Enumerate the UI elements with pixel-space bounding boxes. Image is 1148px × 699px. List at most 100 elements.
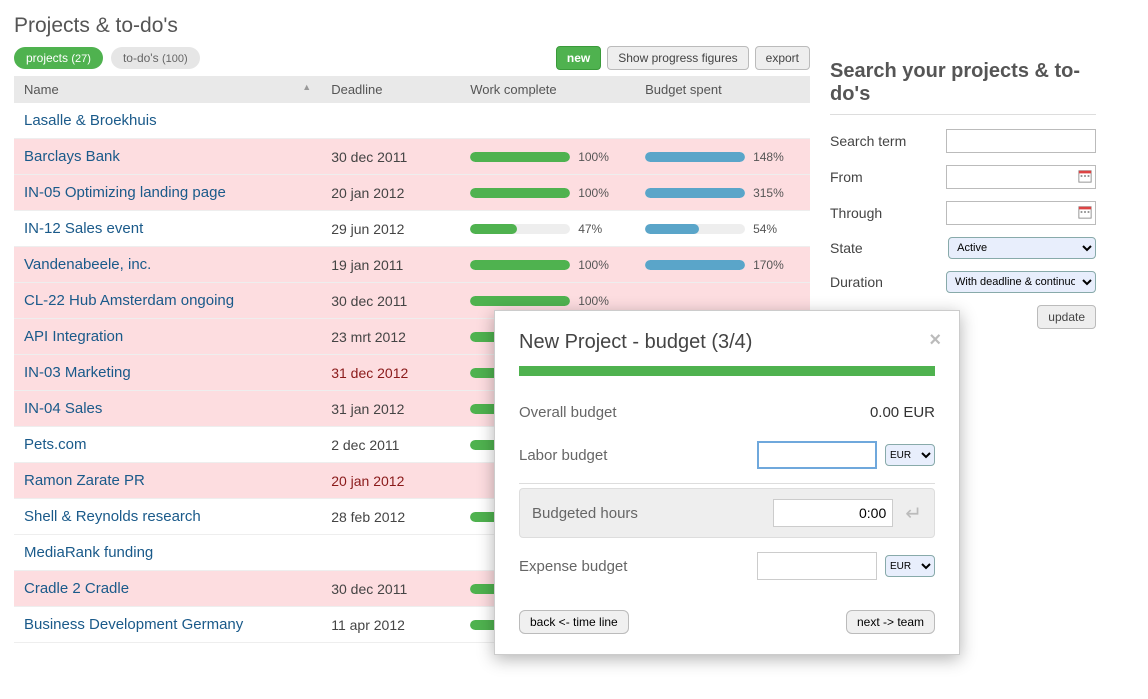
deadline-value: 20 jan 2012 (331, 185, 404, 201)
labor-currency-select[interactable]: EUR (885, 444, 935, 466)
bar-percent-label: 54% (753, 222, 793, 236)
bar-percent-label: 315% (753, 186, 793, 200)
export-button[interactable]: export (755, 46, 810, 70)
project-link[interactable]: Shell & Reynolds research (24, 508, 201, 525)
tab-todos-count: (100) (162, 53, 188, 65)
duration-label: Duration (830, 274, 946, 290)
project-link[interactable]: IN-12 Sales event (24, 220, 143, 237)
project-link[interactable]: Pets.com (24, 436, 87, 453)
through-label: Through (830, 205, 946, 221)
labor-budget-label: Labor budget (519, 447, 679, 464)
back-button[interactable]: back <- time line (519, 610, 629, 634)
sort-caret-icon: ▲ (302, 82, 311, 92)
next-button[interactable]: next -> team (846, 610, 935, 634)
work-complete-bar: 100% (470, 258, 625, 272)
deadline-value: 31 dec 2012 (331, 365, 408, 381)
project-link[interactable]: Cradle 2 Cradle (24, 580, 129, 597)
deadline-value: 20 jan 2012 (331, 473, 404, 489)
bar-percent-label: 100% (578, 294, 618, 308)
work-complete-bar: 100% (470, 150, 625, 164)
project-link[interactable]: Ramon Zarate PR (24, 472, 145, 489)
deadline-value: 2 dec 2011 (331, 437, 399, 453)
from-label: From (830, 169, 946, 185)
show-progress-button[interactable]: Show progress figures (607, 46, 748, 70)
close-icon[interactable]: × (929, 329, 941, 352)
modal-title: New Project - budget (3/4) (519, 331, 935, 354)
tab-projects-count: (27) (71, 53, 91, 65)
budget-spent-bar: 170% (645, 258, 800, 272)
state-select[interactable]: Active (948, 237, 1096, 259)
toolbar: projects (27) to-do's (100) new Show pro… (14, 46, 810, 70)
tab-projects-label: projects (26, 51, 68, 65)
budgeted-hours-input[interactable] (773, 499, 893, 527)
project-link[interactable]: Lasalle & Broekhuis (24, 112, 157, 129)
sidebar-title: Search your projects & to-do's (830, 46, 1096, 115)
table-row: IN-12 Sales event 29 jun 2012 47% 54% (14, 211, 810, 247)
deadline-value: 28 feb 2012 (331, 509, 405, 525)
bar-percent-label: 100% (578, 186, 618, 200)
budget-spent-bar: 54% (645, 222, 800, 236)
labor-budget-input[interactable] (757, 441, 877, 469)
tab-projects[interactable]: projects (27) (14, 47, 103, 69)
table-row: IN-05 Optimizing landing page 20 jan 2012… (14, 175, 810, 211)
tab-todos-label: to-do's (123, 51, 159, 65)
col-header-name[interactable]: Name ▲ (14, 76, 321, 103)
budget-spent-bar: 148% (645, 150, 800, 164)
table-row: Vandenabeele, inc. 19 jan 2011 100% 170% (14, 247, 810, 283)
expense-currency-select[interactable]: EUR (885, 555, 935, 577)
col-header-name-label: Name (24, 82, 59, 97)
project-link[interactable]: API Integration (24, 328, 123, 345)
calendar-icon[interactable] (1078, 205, 1092, 219)
table-row: Lasalle & Broekhuis (14, 103, 810, 139)
bar-percent-label: 100% (578, 258, 618, 272)
bar-percent-label: 47% (578, 222, 618, 236)
new-project-modal: × New Project - budget (3/4) Overall bud… (494, 310, 960, 655)
overall-budget-label: Overall budget (519, 404, 679, 421)
project-link[interactable]: Business Development Germany (24, 616, 243, 633)
project-link[interactable]: Vandenabeele, inc. (24, 256, 151, 273)
project-link[interactable]: CL-22 Hub Amsterdam ongoing (24, 292, 234, 309)
search-term-label: Search term (830, 133, 946, 149)
deadline-value: 23 mrt 2012 (331, 329, 406, 345)
expense-budget-input[interactable] (757, 552, 877, 580)
work-complete-bar: 47% (470, 222, 625, 236)
tab-todos[interactable]: to-do's (100) (111, 47, 200, 69)
budget-spent-bar: 315% (645, 186, 800, 200)
deadline-value: 30 dec 2011 (331, 293, 407, 309)
duration-select[interactable]: With deadline & continuous (946, 271, 1096, 293)
project-link[interactable]: Barclays Bank (24, 148, 120, 165)
work-complete-bar: 100% (470, 186, 625, 200)
bar-percent-label: 148% (753, 150, 793, 164)
table-row: Barclays Bank 30 dec 2011 100% 148% (14, 139, 810, 175)
calendar-icon[interactable] (1078, 169, 1092, 183)
work-complete-bar: 100% (470, 294, 625, 308)
col-header-work[interactable]: Work complete (460, 76, 635, 103)
project-link[interactable]: MediaRank funding (24, 544, 153, 561)
deadline-value: 30 dec 2011 (331, 581, 407, 597)
bar-percent-label: 170% (753, 258, 793, 272)
divider (519, 483, 935, 484)
deadline-value: 11 apr 2012 (331, 617, 405, 633)
col-header-deadline[interactable]: Deadline (321, 76, 460, 103)
project-link[interactable]: IN-04 Sales (24, 400, 102, 417)
return-icon: ↵ (905, 501, 922, 526)
project-link[interactable]: IN-03 Marketing (24, 364, 131, 381)
state-label: State (830, 240, 948, 256)
bar-percent-label: 100% (578, 150, 618, 164)
deadline-value: 30 dec 2011 (331, 149, 407, 165)
project-link[interactable]: IN-05 Optimizing landing page (24, 184, 226, 201)
overall-budget-value: 0.00 EUR (870, 404, 935, 421)
update-button[interactable]: update (1037, 305, 1096, 329)
new-button[interactable]: new (556, 46, 601, 70)
budgeted-hours-label: Budgeted hours (532, 505, 680, 522)
deadline-value: 19 jan 2011 (331, 257, 403, 273)
page-title: Projects & to-do's (0, 0, 1148, 46)
modal-progress-bar (519, 366, 935, 376)
deadline-value: 29 jun 2012 (331, 221, 404, 237)
deadline-value: 31 jan 2012 (331, 401, 404, 417)
expense-budget-label: Expense budget (519, 558, 679, 575)
from-input[interactable] (946, 165, 1096, 189)
search-term-input[interactable] (946, 129, 1096, 153)
through-input[interactable] (946, 201, 1096, 225)
col-header-budget[interactable]: Budget spent (635, 76, 810, 103)
